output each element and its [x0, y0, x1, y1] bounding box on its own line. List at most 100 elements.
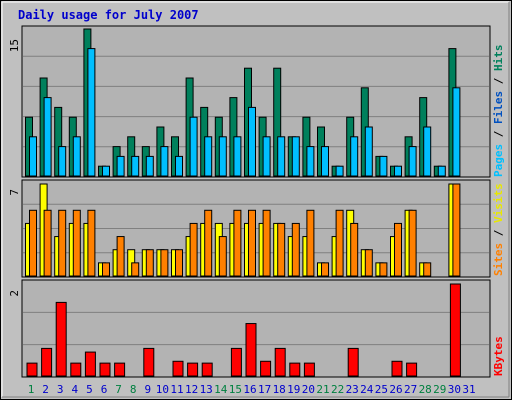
- sites-bar: [233, 209, 242, 277]
- kbytes-bar: [347, 347, 359, 377]
- sites-bar: [43, 209, 52, 277]
- x-tick-label: 16: [243, 383, 256, 396]
- sites-bar: [218, 236, 227, 277]
- legend-visits: Visits: [492, 183, 505, 223]
- kbytes-bar: [41, 347, 53, 377]
- x-tick-label: 5: [86, 383, 93, 396]
- kbytes-bar: [245, 323, 257, 377]
- files-bar: [131, 155, 140, 177]
- files-bar: [58, 146, 67, 177]
- sites-bar: [102, 262, 110, 277]
- files-bar: [233, 136, 242, 177]
- sites-bar: [72, 209, 81, 277]
- x-tick-label: 19: [287, 383, 300, 396]
- svg-text:Sites / Visits: Sites / Visits: [492, 183, 505, 276]
- sites-bar: [175, 249, 183, 277]
- legend-files: Files: [492, 91, 505, 124]
- kbytes-panel: [21, 279, 491, 378]
- sites-bar: [291, 222, 300, 277]
- x-tick-label: 14: [214, 383, 228, 396]
- files-bar: [175, 155, 183, 177]
- x-tick-label: 1: [28, 383, 35, 396]
- x-tick-label: 26: [389, 383, 402, 396]
- kbytes-bar: [143, 347, 155, 377]
- sites-bar: [131, 262, 140, 277]
- x-tick-label: 23: [346, 383, 359, 396]
- legend-pages: Pages: [492, 144, 505, 177]
- sites-bar: [189, 222, 198, 277]
- hits-ymax-label: 15: [8, 39, 21, 52]
- files-bar: [72, 136, 81, 177]
- x-tick-label: 29: [433, 383, 446, 396]
- sites-bar: [262, 209, 271, 277]
- kbytes-bar: [391, 360, 403, 377]
- sites-bar: [321, 262, 329, 277]
- x-tick-label: 30: [448, 383, 461, 396]
- svg-text:Pages / Files / Hits: Pages / Files / Hits: [492, 45, 505, 178]
- files-bar: [364, 126, 373, 177]
- x-tick-label: 11: [170, 383, 183, 396]
- legend-sep-3: /: [492, 223, 505, 243]
- sites-bar: [160, 249, 169, 277]
- kbytes-bar: [274, 347, 286, 377]
- hits-files-panel: [21, 25, 491, 178]
- x-tick-label: 8: [130, 383, 137, 396]
- files-bar: [452, 87, 461, 177]
- x-tick-label: 25: [375, 383, 388, 396]
- sites-bar: [408, 209, 417, 277]
- kbytes-bar: [99, 362, 111, 377]
- files-bar: [189, 116, 198, 177]
- x-tick-label: 2: [42, 383, 49, 396]
- sites-bar: [394, 222, 402, 277]
- legend-kbytes: KBytes: [492, 336, 505, 376]
- files-bar: [262, 136, 271, 177]
- files-bar: [204, 136, 213, 177]
- kbytes-legend: KBytes: [492, 336, 505, 376]
- files-bar: [87, 48, 96, 177]
- x-tick-label: 4: [71, 383, 78, 396]
- kbytes-bar: [260, 360, 272, 377]
- kbytes-bar: [70, 362, 82, 377]
- sites-bar: [350, 222, 359, 277]
- x-tick-label: 17: [258, 383, 271, 396]
- kbytes-bar: [449, 283, 461, 377]
- x-axis-labels: 1 2 3 4 5 6 7 8 9 10 11 12 13 14 15 16 17 18 19 20 21 22 23 24 2…: [28, 383, 476, 396]
- sites-bar: [364, 249, 373, 277]
- kbytes-bar: [289, 362, 301, 377]
- sites-bar: [277, 222, 286, 277]
- files-bar: [29, 136, 37, 177]
- x-tick-label: 20: [302, 383, 315, 396]
- sites-bar: [29, 209, 37, 277]
- x-tick-label: 3: [57, 383, 64, 396]
- sites-bar: [58, 209, 67, 277]
- files-bar: [102, 165, 110, 177]
- kbytes-bar: [303, 362, 315, 377]
- sites-bar: [452, 183, 461, 277]
- sites-bar: [248, 209, 256, 277]
- kbytes-bar: [84, 351, 96, 377]
- files-bar: [408, 146, 417, 177]
- sites-bar: [379, 262, 388, 277]
- files-bar: [379, 155, 388, 177]
- files-bar: [423, 126, 432, 177]
- x-tick-label: 12: [185, 383, 198, 396]
- x-tick-label: 9: [144, 383, 151, 396]
- files-bar: [437, 165, 446, 177]
- x-tick-label: 24: [360, 383, 374, 396]
- kbytes-bar: [114, 362, 126, 377]
- x-tick-label: 18: [273, 383, 286, 396]
- files-bar: [116, 155, 125, 177]
- kbytes-ymax-label: 2: [8, 290, 21, 297]
- files-bar: [218, 136, 227, 177]
- files-bar: [306, 146, 315, 177]
- legend-hits: Hits: [492, 45, 505, 72]
- kbytes-bar: [55, 301, 67, 377]
- visits-sites-panel: [21, 179, 491, 278]
- sites-bar: [306, 209, 315, 277]
- hits-legend: Pages / Files / Hits: [492, 45, 505, 178]
- files-bar: [291, 136, 300, 177]
- sites-bar: [87, 209, 96, 277]
- kbytes-bar: [406, 362, 418, 377]
- sites-bar: [145, 249, 154, 277]
